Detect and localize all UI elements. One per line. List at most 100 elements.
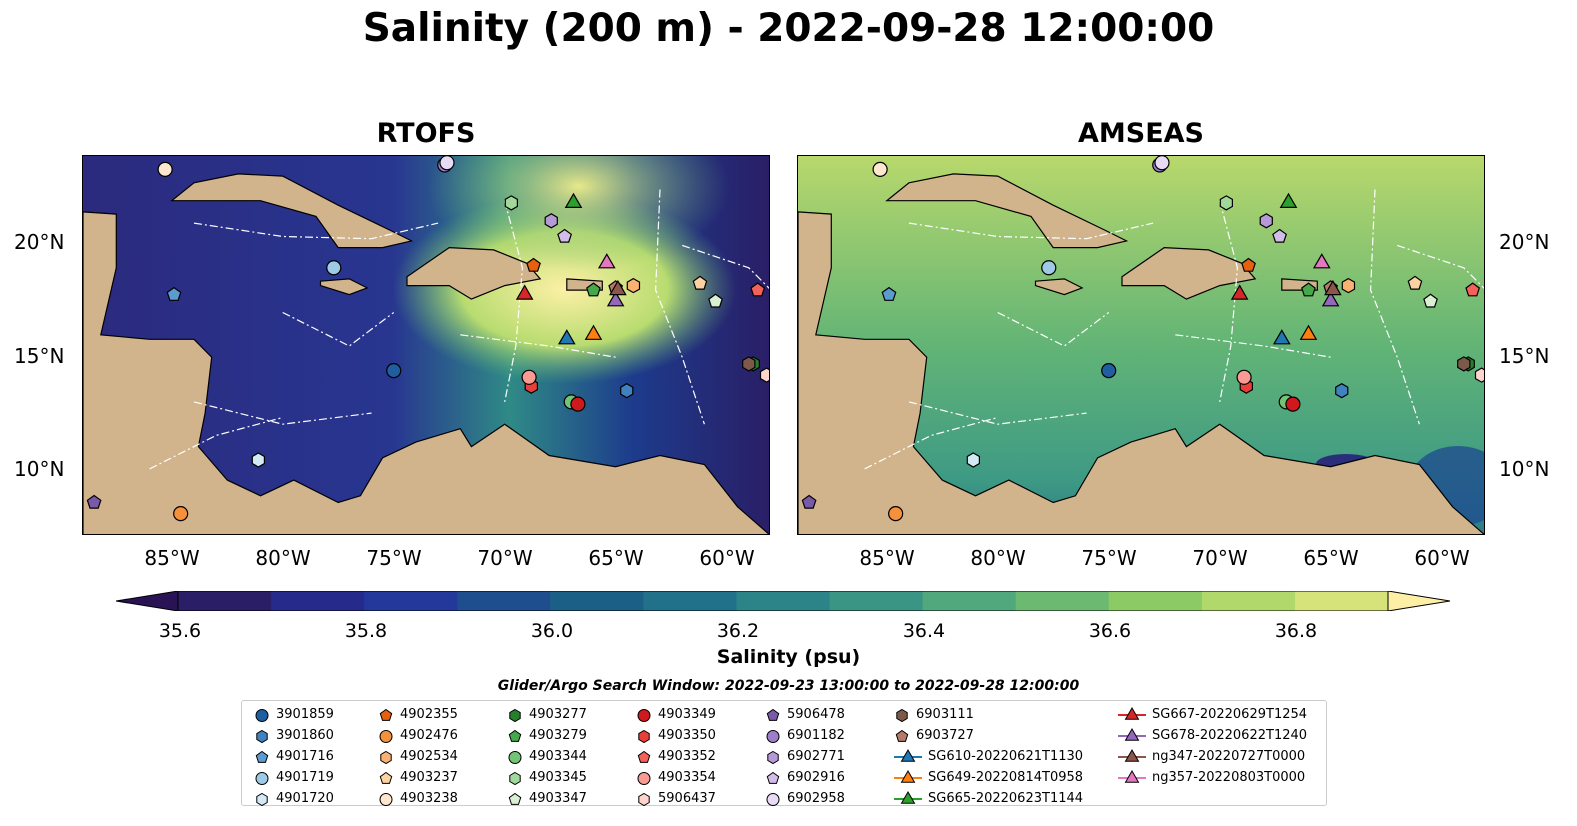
- legend-marker: [894, 769, 922, 783]
- legend-item: ng347-20220727T0000: [1118, 747, 1305, 767]
- colorbar-segment: [271, 591, 365, 611]
- colorbar-label: Salinity (psu): [716, 646, 861, 668]
- obs-marker-4902476: [888, 506, 904, 522]
- legend-label: 6901182: [787, 728, 845, 743]
- legend-label: SG678-20220622T1240: [1152, 728, 1308, 743]
- obs-marker-SG665-20220623T1144: [564, 192, 583, 209]
- obs-marker-SG649-20220814T0958: [584, 324, 603, 340]
- legend-label: 4901720: [276, 791, 334, 806]
- eez-boundaries: [149, 189, 769, 470]
- obs-marker-6902771: [1259, 213, 1273, 229]
- legend-item: 4902355: [378, 705, 458, 725]
- legend-item: 4903347: [507, 789, 587, 809]
- colorbar-segment: [550, 591, 644, 611]
- colorbar-tick: 36.8: [1274, 620, 1318, 642]
- obs-marker-3901859: [1101, 362, 1117, 379]
- obs-marker-4901720: [251, 452, 265, 468]
- legend-marker: [379, 771, 393, 784]
- obs-marker-5906437: [1474, 367, 1484, 383]
- legend-marker: [379, 729, 393, 743]
- legend-item: 6903727: [894, 726, 974, 746]
- legend-label: 4903350: [658, 728, 716, 743]
- colorbar-tick: 35.8: [344, 620, 388, 642]
- legend-label: 6903111: [916, 707, 974, 722]
- legend-label: 4903347: [529, 791, 587, 806]
- lat-tick-right-10: 10°N: [1499, 457, 1550, 481]
- lat-tick-right-20: 20°N: [1499, 230, 1550, 254]
- legend-item: 4902534: [378, 747, 458, 767]
- land-polygon: [1034, 278, 1084, 296]
- legend-item: 6901182: [765, 726, 845, 746]
- legend-label: 5906437: [658, 791, 716, 806]
- panel-title-rtofs: RTOFS: [376, 118, 476, 149]
- legend-marker: [380, 750, 392, 764]
- legend-label: 3901860: [276, 728, 334, 743]
- obs-marker-4902534: [626, 277, 641, 294]
- lat-tick-left-10: 10°N: [14, 457, 65, 481]
- obs-marker-ng347-20220727T0000: [1324, 279, 1342, 296]
- obs-marker-4903349: [1285, 396, 1301, 412]
- obs-marker-3901860: [620, 383, 634, 399]
- legend-label: 6902916: [787, 770, 845, 785]
- legend-item: 4901716: [254, 747, 334, 767]
- legend-marker: [255, 708, 269, 722]
- colorbar-segment: [1201, 591, 1296, 611]
- legend-item: 4903279: [507, 726, 587, 746]
- colorbar-segment: [829, 591, 924, 611]
- legend-label: 5906478: [787, 707, 845, 722]
- legend-label: SG610-20220621T1130: [928, 749, 1084, 764]
- lon-tick-left-75: 75°W: [366, 546, 422, 570]
- obs-marker-5906478: [86, 494, 102, 509]
- amseas-map: [797, 155, 1485, 535]
- obs-marker-4903345: [1219, 195, 1233, 211]
- lon-tick-left-80: 80°W: [255, 546, 311, 570]
- obs-marker-SG665-20220623T1144: [1279, 192, 1298, 209]
- legend-marker: [508, 792, 522, 805]
- land-polygon: [319, 278, 369, 296]
- colorbar-frame: [177, 591, 1389, 611]
- land-masses: [798, 173, 1484, 534]
- obs-marker-SG678-20220622T1240: [1321, 291, 1340, 307]
- legend-item: 5906437: [636, 789, 716, 809]
- colorbar-segment: [1108, 591, 1203, 611]
- legend-item: 4901720: [254, 789, 334, 809]
- legend-item: 4903344: [507, 747, 587, 767]
- obs-marker-4903238: [872, 161, 888, 178]
- legend-marker: [638, 792, 650, 806]
- lon-tick-right-80: 80°W: [970, 546, 1026, 570]
- lon-tick-right-85: 85°W: [859, 546, 915, 570]
- colorbar-tick: 36.6: [1088, 620, 1132, 642]
- obs-marker-4903279: [586, 282, 601, 297]
- legend-marker: [638, 729, 650, 743]
- legend-label: ng347-20220727T0000: [1152, 749, 1306, 764]
- observation-markers: [86, 156, 769, 522]
- eez-boundary-line: [908, 401, 1087, 425]
- lat-tick-left-15: 15°N: [14, 344, 65, 368]
- legend-marker: [1118, 748, 1146, 762]
- obs-marker-4901720: [966, 452, 980, 468]
- legend-title: Glider/Argo Search Window: 2022-09-23 13…: [497, 678, 1080, 694]
- legend-item: 6903111: [894, 705, 974, 725]
- colorbar: [116, 591, 1451, 611]
- legend-item: SG665-20220623T1144: [894, 789, 1083, 809]
- obs-marker-5906437: [759, 367, 769, 383]
- legend-marker: [255, 750, 269, 763]
- lon-tick-left-70: 70°W: [477, 546, 533, 570]
- obs-marker-SG678-20220622T1240: [606, 291, 625, 307]
- land-polygon: [885, 173, 1129, 249]
- legend-marker: [379, 792, 393, 806]
- lat-tick-right-15: 15°N: [1499, 344, 1550, 368]
- figure-title: Salinity (200 m) - 2022-09-28 12:00:00: [362, 6, 1215, 51]
- obs-marker-3901859: [386, 362, 402, 379]
- legend-marker: [896, 708, 908, 722]
- legend-item: 4903349: [636, 705, 716, 725]
- lon-tick-right-75: 75°W: [1081, 546, 1137, 570]
- legend-label: 4903279: [529, 728, 587, 743]
- legend-label: 4903345: [529, 770, 587, 785]
- legend-item: SG649-20220814T0958: [894, 768, 1083, 788]
- colorbar-over-arrow: [1387, 591, 1451, 611]
- obs-marker-4903352: [1465, 282, 1481, 297]
- legend-item: SG610-20220621T1130: [894, 747, 1083, 767]
- legend-marker: [509, 771, 521, 785]
- obs-marker-ng357-20220803T0000: [1312, 253, 1331, 269]
